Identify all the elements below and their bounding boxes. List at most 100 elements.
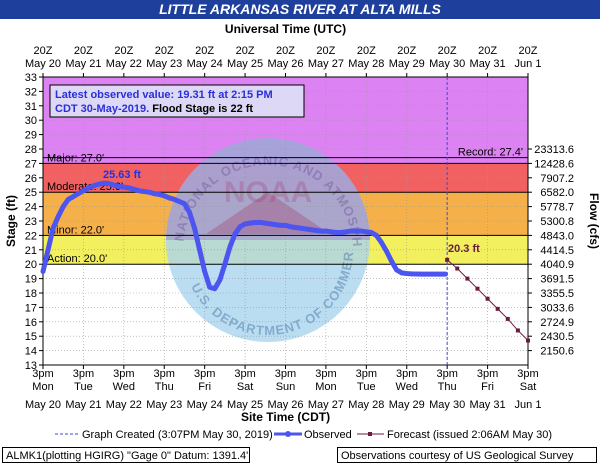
observed-point: [313, 227, 319, 233]
observed-point: [424, 271, 430, 277]
observed-point: [379, 240, 384, 246]
observed-point: [55, 214, 61, 220]
top-tick-time: 20Z: [519, 45, 538, 57]
observed-point: [318, 228, 324, 234]
observed-point: [333, 230, 339, 235]
bottom-tick-day: Mon: [315, 381, 336, 393]
observed-point: [65, 197, 71, 202]
info-box: [49, 84, 305, 118]
observed-point: [338, 230, 344, 235]
bottom-tick-date: May 31: [470, 399, 506, 411]
flow-tick-label: 7907.2: [540, 173, 574, 185]
top-tick-time: 20Z: [236, 45, 255, 57]
bottom-tick-time: 3pm: [517, 368, 538, 380]
bottom-axis-title: Site Time (CDT): [241, 410, 330, 424]
forecast-point: [445, 257, 450, 262]
bottom-tick-time: 3pm: [234, 368, 255, 380]
bottom-tick-day: Tue: [357, 381, 376, 393]
bottom-tick-time: 3pm: [436, 368, 457, 380]
observed-line: [40, 180, 448, 292]
stage-tick-label: 23: [25, 216, 37, 228]
bottom-tick-day: Fri: [481, 381, 494, 393]
bottom-tick-date: May 25: [227, 399, 263, 411]
observed-point: [267, 221, 273, 227]
forecast-point: [495, 306, 500, 311]
observed-point: [192, 225, 197, 231]
legend-observed-label: Observed: [304, 429, 352, 441]
forecast-point: [515, 328, 520, 333]
flow-tick-label: 3033.6: [540, 302, 574, 314]
flow-tick-label: 12428.6: [534, 158, 574, 170]
observed-point: [434, 271, 440, 277]
top-tick-date: May 26: [267, 58, 303, 70]
info-line-2: CDT 30-May-2019. Flood Stage is 22 ft: [55, 103, 253, 115]
observed-point: [353, 228, 359, 234]
observed-point: [111, 182, 117, 188]
observed-point: [257, 220, 263, 225]
flow-tick-label: 4414.5: [540, 245, 574, 257]
forecast-point: [485, 296, 490, 301]
flow-tick-label: 3355.5: [540, 288, 574, 300]
observed-point: [75, 191, 81, 197]
bottom-tick-time: 3pm: [396, 368, 417, 380]
bottom-tick-time: 3pm: [32, 368, 53, 380]
top-tick-date: May 27: [308, 58, 344, 70]
bottom-tick-day: Thu: [438, 381, 457, 393]
major-label: Major: 27.0': [47, 152, 104, 164]
observed-point: [394, 267, 400, 273]
stage-tick-label: 21: [25, 245, 37, 257]
observed-point: [278, 222, 283, 228]
legend-observed-marker: [285, 431, 291, 437]
observed-point: [91, 183, 96, 189]
top-tick-date: May 31: [470, 58, 506, 70]
flow-tick-label: 2724.9: [540, 317, 574, 329]
bottom-tick-day: Tue: [74, 381, 93, 393]
top-tick-date: May 24: [187, 58, 223, 70]
bottom-tick-date: May 23: [146, 399, 182, 411]
observed-point: [171, 197, 177, 202]
observed-point: [343, 229, 349, 235]
observed-point: [443, 271, 448, 277]
top-tick-time: 20Z: [397, 45, 416, 57]
observed-point: [121, 184, 127, 190]
top-tick-time: 20Z: [478, 45, 497, 57]
stage-tick-label: 24: [25, 202, 37, 214]
bottom-tick-date: May 21: [65, 399, 101, 411]
observed-point: [247, 220, 253, 226]
observed-point: [348, 228, 354, 234]
top-tick-date: May 20: [25, 58, 61, 70]
observed-point: [283, 222, 288, 228]
stage-tick-label: 29: [25, 130, 37, 142]
top-tick-time: 20Z: [438, 45, 457, 57]
legend-forecast-label: Forecast (issued 2:06AM May 30): [387, 429, 552, 441]
observed-point: [166, 195, 172, 201]
flow-tick-label: 6582.0: [540, 187, 574, 199]
bottom-tick-date: May 24: [187, 399, 223, 411]
observed-point: [227, 244, 233, 250]
bottom-tick-date: Jun 1: [515, 399, 542, 411]
observed-point: [187, 209, 192, 215]
top-tick-time: 20Z: [114, 45, 133, 57]
observed-point: [303, 226, 309, 232]
flow-tick-label: 23313.6: [534, 144, 574, 156]
observed-point: [409, 271, 415, 277]
bottom-tick-date: May 20: [25, 399, 61, 411]
peak-label: 25.63 ft: [103, 169, 141, 181]
record-label: Record: 27.4': [458, 147, 523, 159]
stage-tick-label: 26: [25, 173, 37, 185]
observed-point: [70, 194, 76, 199]
legend: [0, 426, 600, 442]
observed-point: [429, 271, 435, 277]
top-tick-date: May 21: [65, 58, 101, 70]
stage-tick-label: 28: [25, 144, 37, 156]
stage-tick-label: 18: [25, 288, 37, 300]
top-tick-date: May 30: [429, 58, 465, 70]
top-tick-time: 20Z: [316, 45, 335, 57]
stage-tick-label: 27: [25, 158, 37, 170]
legend-forecast-marker: [368, 432, 372, 436]
bottom-tick-time: 3pm: [356, 368, 377, 380]
top-tick-time: 20Z: [276, 45, 295, 57]
observed-point: [358, 228, 364, 234]
stage-tick-label: 22: [25, 230, 37, 242]
observed-point: [131, 186, 137, 192]
